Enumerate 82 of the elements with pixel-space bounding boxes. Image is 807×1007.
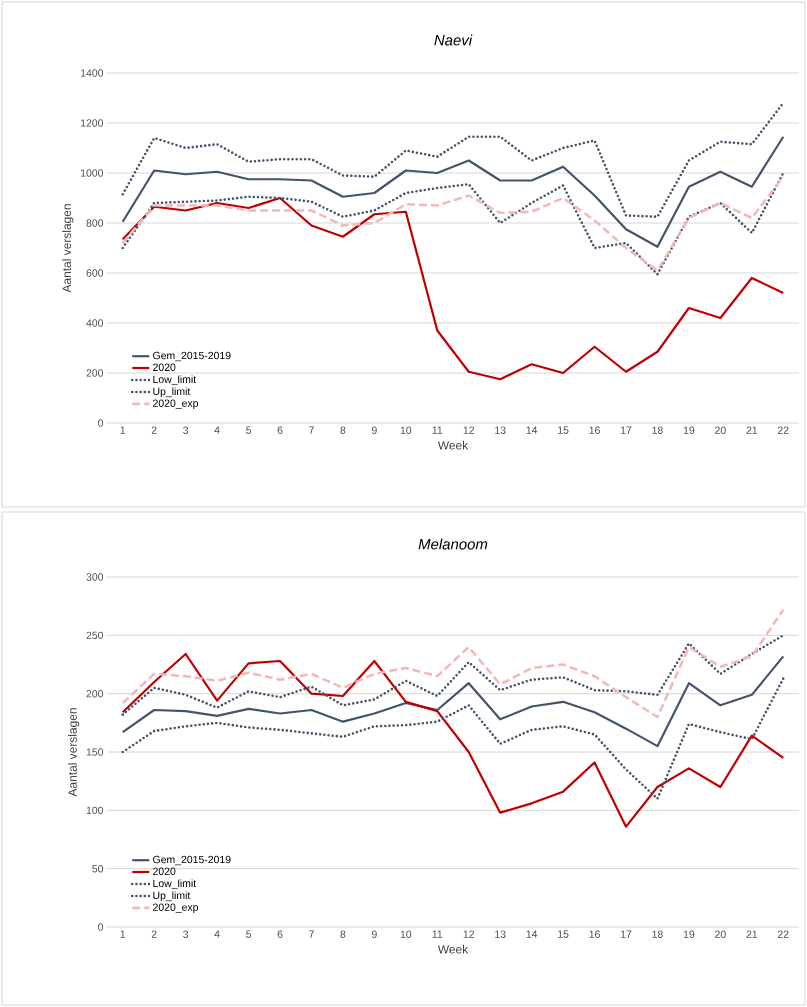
y-tick-label: 400	[86, 319, 104, 327]
line-series	[121, 677, 785, 800]
x-tick-label: 21	[746, 426, 758, 434]
y-tick-label: 300	[86, 573, 104, 581]
y-tick-label: 100	[86, 806, 104, 815]
x-tick-label: 9	[371, 930, 377, 938]
x-tick-label: 13	[495, 930, 506, 938]
x-tick-label: 16	[589, 930, 600, 938]
x-tick-label: 3	[183, 930, 189, 938]
legend-label: Up_limit	[153, 891, 191, 902]
chart-title: Naevi	[434, 34, 473, 46]
x-tick-label: 22	[777, 930, 789, 938]
x-axis-title: Week	[437, 944, 469, 954]
legend-label: Gem_2015-2019	[153, 351, 231, 362]
line-series	[121, 101, 785, 219]
x-tick-label: 2	[151, 930, 157, 938]
x-tick-label: 16	[589, 426, 600, 434]
x-tick-label: 18	[652, 930, 663, 938]
x-tick-label: 5	[246, 426, 252, 434]
y-tick-label: 150	[86, 748, 104, 756]
y-tick-label: 0	[98, 923, 104, 931]
x-tick-label: 5	[246, 930, 252, 938]
x-tick-label: 17	[620, 426, 632, 434]
legend-label: 2020	[153, 363, 176, 372]
x-tick-label: 11	[432, 930, 443, 938]
y-tick-label: 1200	[81, 119, 104, 127]
x-tick-label: 13	[495, 426, 506, 434]
x-tick-label: 20	[715, 426, 726, 434]
x-tick-label: 9	[371, 426, 377, 434]
legend-label: Up_limit	[153, 387, 191, 398]
x-tick-label: 21	[746, 930, 758, 938]
legend-label: Low_limit	[153, 375, 197, 386]
x-tick-label: 12	[463, 426, 475, 434]
x-axis-title: Week	[437, 440, 469, 450]
x-tick-label: 6	[277, 930, 283, 938]
x-tick-label: 2	[151, 426, 157, 434]
x-tick-label: 7	[309, 426, 314, 434]
x-tick-label: 14	[526, 930, 538, 938]
y-tick-label: 1400	[81, 69, 104, 77]
legend-label: 2020_exp	[153, 903, 199, 913]
x-tick-label: 3	[183, 426, 189, 434]
legend-label: 2020	[153, 867, 176, 876]
x-tick-label: 1	[120, 930, 126, 938]
line-series	[121, 634, 785, 716]
x-tick-label: 11	[432, 426, 443, 434]
x-tick-label: 19	[683, 426, 695, 434]
x-tick-label: 4	[214, 426, 220, 434]
x-tick-label: 1	[120, 426, 126, 434]
x-tick-label: 10	[400, 426, 412, 434]
y-tick-label: 1000	[81, 169, 104, 177]
x-tick-label: 15	[558, 930, 569, 938]
line-series	[121, 652, 785, 828]
line-series	[121, 608, 785, 719]
legend-label: Gem_2015-2019	[153, 855, 231, 866]
line-series	[121, 135, 785, 248]
x-tick-label: 4	[214, 930, 220, 938]
y-tick-label: 50	[92, 864, 104, 873]
y-axis-title: Aantal verslagen	[68, 708, 80, 797]
x-tick-label: 14	[526, 426, 538, 434]
y-tick-label: 0	[98, 419, 104, 427]
x-tick-label: 10	[400, 930, 412, 938]
y-tick-label: 200	[86, 369, 104, 377]
legend-label: Low_limit	[153, 879, 197, 890]
x-tick-label: 17	[620, 930, 632, 938]
x-tick-label: 7	[309, 930, 314, 938]
y-tick-label: 250	[86, 631, 104, 640]
x-tick-label: 22	[777, 426, 789, 434]
x-tick-label: 20	[715, 930, 726, 938]
x-tick-label: 15	[558, 426, 569, 434]
line-series	[121, 655, 785, 748]
x-tick-label: 8	[340, 426, 346, 434]
y-axis-title: Aantal verslagen	[62, 204, 74, 293]
x-tick-label: 8	[340, 930, 346, 938]
x-tick-label: 18	[652, 426, 663, 434]
y-tick-label: 800	[86, 219, 104, 227]
y-tick-label: 200	[86, 689, 104, 698]
chart-title: Melanoom	[418, 538, 488, 550]
y-tick-label: 600	[86, 269, 104, 277]
legend-label: 2020_exp	[153, 399, 199, 409]
x-tick-label: 19	[683, 930, 695, 938]
x-tick-label: 12	[463, 930, 475, 938]
x-tick-label: 6	[277, 426, 283, 434]
